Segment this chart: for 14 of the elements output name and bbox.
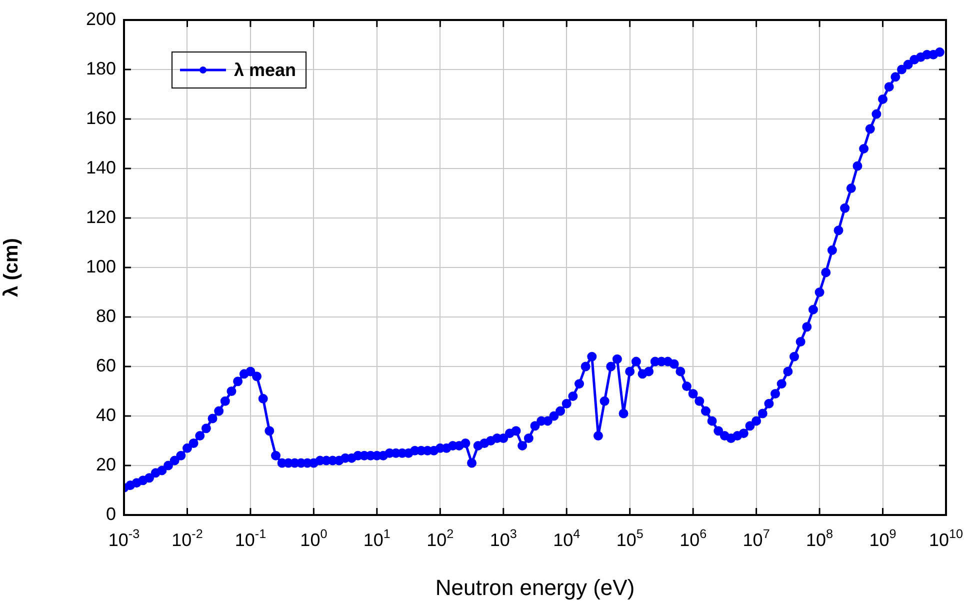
y-tick-label: 120 <box>86 206 116 227</box>
x-axis-title: Neutron energy (eV) <box>435 574 635 600</box>
y-tick-label: 40 <box>96 404 116 425</box>
y-tick-label: 160 <box>86 108 116 128</box>
y-tick-label: 80 <box>96 306 116 326</box>
y-tick-label: 140 <box>86 157 116 178</box>
y-tick-label: 180 <box>86 58 116 78</box>
y-axis-title: λ (cm) <box>0 238 23 297</box>
y-tick-label: 100 <box>86 256 116 276</box>
y-tick-label: 60 <box>96 355 116 376</box>
y-tick-label: 20 <box>96 454 116 474</box>
y-tick-label: 200 <box>86 8 116 29</box>
legend-label: λ mean <box>234 60 296 80</box>
y-tick-label: 0 <box>106 504 116 524</box>
